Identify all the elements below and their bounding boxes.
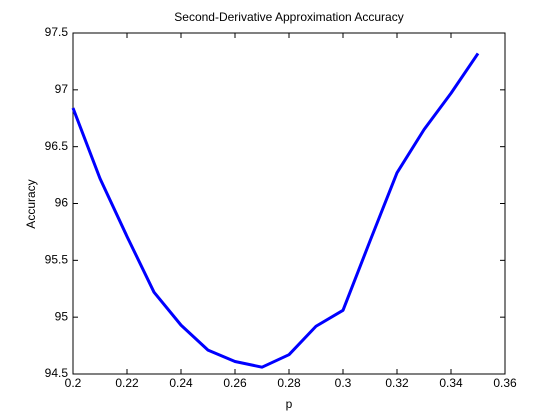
x-tick-label: 0.2 — [65, 376, 82, 390]
chart-title: Second-Derivative Approximation Accuracy — [174, 10, 403, 24]
x-axis-label: p — [286, 397, 293, 411]
x-tick-label: 0.22 — [115, 376, 139, 390]
x-tick-label: 0.32 — [385, 376, 409, 390]
y-tick-label: 95 — [55, 309, 69, 323]
y-axis-label: Accuracy — [24, 179, 38, 228]
y-tick-label: 94.5 — [45, 366, 69, 380]
data-line — [71, 52, 480, 369]
y-tick-label: 97.5 — [45, 25, 69, 39]
y-tick-label: 96.5 — [45, 139, 69, 153]
x-tick-label: 0.34 — [439, 376, 463, 390]
y-tick-label: 96 — [55, 196, 69, 210]
x-tick-label: 0.28 — [277, 376, 301, 390]
x-tick-label: 0.36 — [493, 376, 517, 390]
y-tick-label: 95.5 — [45, 253, 69, 267]
plot-frame — [72, 32, 506, 375]
y-tick-label: 97 — [55, 82, 69, 96]
x-tick-label: 0.26 — [223, 376, 247, 390]
x-tick-label: 0.24 — [169, 376, 193, 390]
x-tick-label: 0.3 — [335, 376, 352, 390]
